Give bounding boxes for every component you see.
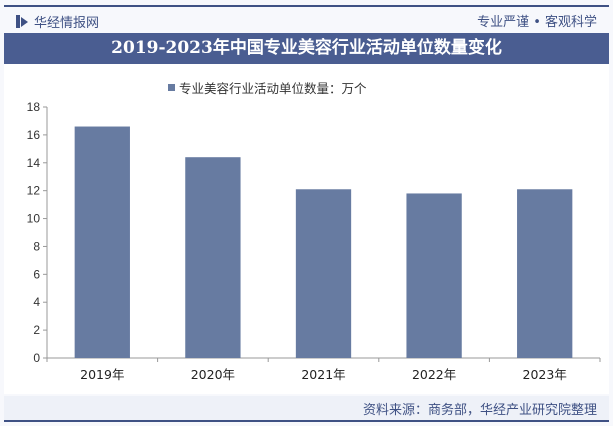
bottom-border <box>4 420 609 422</box>
x-tick-label: 2023年 <box>523 367 567 382</box>
chart-title: 2019-2023年中国专业美容行业活动单位数量变化 <box>4 33 609 64</box>
top-border <box>4 5 609 7</box>
y-tick-label: 8 <box>33 239 40 253</box>
y-tick-label: 4 <box>33 295 40 309</box>
y-tick-label: 16 <box>27 128 41 142</box>
y-tick-label: 6 <box>33 267 40 281</box>
y-tick-label: 14 <box>27 156 41 170</box>
y-tick-label: 12 <box>27 184 41 198</box>
y-tick-label: 0 <box>33 351 40 365</box>
slogan: 专业严谨 • 客观科学 <box>477 15 597 30</box>
bar-2021年 <box>295 189 352 358</box>
x-tick-label: 2019年 <box>80 367 124 382</box>
legend-label: 专业美容行业活动单位数量：万个 <box>179 81 367 96</box>
x-tick-label: 2022年 <box>412 367 456 382</box>
brand-name: 华经情报网 <box>34 15 100 31</box>
footer-bar <box>4 396 609 420</box>
y-tick-label: 10 <box>27 212 41 226</box>
legend: 专业美容行业活动单位数量：万个 <box>168 78 367 97</box>
brand: 华经情报网 <box>16 11 99 31</box>
bar-2023年 <box>517 189 573 358</box>
brand-logo-icon <box>16 14 28 28</box>
bar-2022年 <box>406 193 462 358</box>
x-tick-label: 2021年 <box>301 367 345 382</box>
legend-swatch <box>168 84 175 91</box>
bar-2019年 <box>74 126 130 359</box>
y-tick-label: 2 <box>33 323 40 337</box>
bar-2020年 <box>185 157 241 358</box>
source-note: 资料来源：商务部，华经产业研究院整理 <box>362 403 597 418</box>
y-tick-label: 18 <box>27 100 41 114</box>
x-tick-label: 2020年 <box>191 367 235 382</box>
